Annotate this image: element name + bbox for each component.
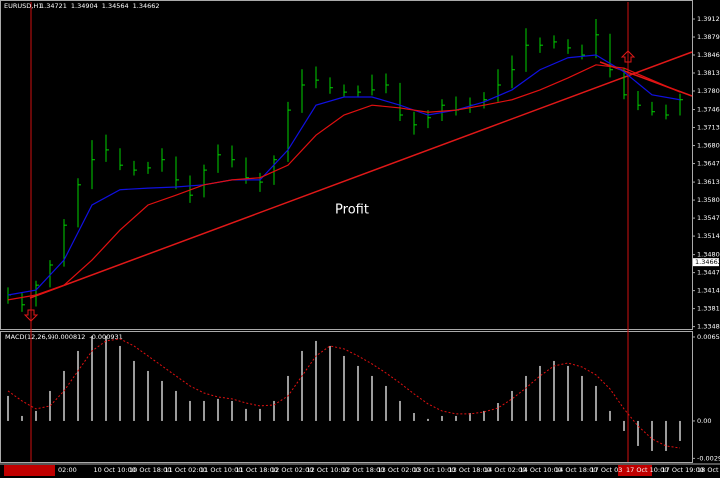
time-label: 11 Oct 02:00 — [165, 466, 207, 474]
time-label: 17 Oct 10:00 — [626, 466, 668, 474]
price-panel-frame — [0, 0, 693, 330]
y-tick-label: 1.37800 — [697, 87, 720, 95]
time-label: 17 Oct 19:00 — [662, 466, 704, 474]
time-marker — [4, 465, 55, 476]
y-tick-label: 1.34800 — [697, 251, 720, 259]
time-label: 11 Oct 10:00 — [200, 466, 242, 474]
time-label: 12 Oct 10:00 — [307, 466, 349, 474]
y-tick-label: -0.00292 — [697, 454, 720, 462]
time-label: 14 Oct 18:00 — [555, 466, 597, 474]
macd-panel-frame — [0, 331, 693, 463]
header-value: 1.34904 — [71, 2, 98, 10]
y-tick-label: 0.00655 — [697, 333, 720, 341]
y-tick-label: 1.38790 — [697, 33, 720, 41]
y-tick-label: 1.33480 — [697, 323, 720, 331]
y-tick-label: 0.00 — [697, 417, 711, 425]
time-label: 10 Oct 10:00 — [94, 466, 136, 474]
time-label: 10 Oct 18:00 — [129, 466, 171, 474]
sell-arrow — [620, 50, 636, 63]
y-tick-label: 1.34140 — [697, 287, 720, 295]
y-tick-label: 1.36470 — [697, 160, 720, 168]
moving-average — [7, 54, 681, 296]
y-tick-label: 1.38130 — [697, 69, 720, 77]
y-tick-label: 1.36800 — [697, 142, 720, 150]
macd-title: MACD(12,26,9) — [5, 333, 54, 341]
time-label: 18 Oct 03:00 — [697, 466, 720, 474]
y-tick-label: 1.38460 — [697, 51, 720, 59]
last-price-label: 1.34662 — [695, 258, 720, 266]
time-label: 14 Oct 10:00 — [520, 466, 562, 474]
time-label: 12 Oct 18:00 — [342, 466, 384, 474]
y-tick-label: 1.36130 — [697, 178, 720, 186]
price-title: EURUSD,H1 — [4, 2, 42, 10]
annotation: Profit — [335, 203, 369, 218]
y-tick-label: 1.35800 — [697, 196, 720, 204]
y-tick-label: 1.33810 — [697, 305, 720, 313]
y-tick-label: 1.35140 — [697, 232, 720, 240]
header-value: 1.34564 — [102, 2, 129, 10]
y-tick-label: 1.35470 — [697, 214, 720, 222]
header-value: 1.34662 — [133, 2, 160, 10]
time-marker — [618, 465, 652, 476]
moving-average — [7, 64, 681, 301]
header-value: -0.000812 — [52, 333, 85, 341]
time-label: 13 Oct 18:00 — [449, 466, 491, 474]
time-label: 02:00 — [58, 466, 77, 474]
y-tick-label: 1.37460 — [697, 106, 720, 114]
header-value: 1.34721 — [40, 2, 67, 10]
trend-line — [29, 51, 693, 299]
y-tick-label: 1.39120 — [697, 15, 720, 23]
time-label: 14 Oct 02:00 — [484, 466, 526, 474]
time-label: 13 Oct 10:00 — [413, 466, 455, 474]
signal-line — [7, 338, 681, 449]
time-label: 13 Oct 02:00 — [378, 466, 420, 474]
y-tick-label: 1.37130 — [697, 124, 720, 132]
time-label: 12 Oct 02:00 — [271, 466, 313, 474]
time-label: 17 Oct 03 — [591, 466, 623, 474]
buy-arrow — [23, 309, 39, 322]
y-tick-label: 1.34470 — [697, 269, 720, 277]
time-label: 11 Oct 18:00 — [236, 466, 278, 474]
last-price-box — [693, 258, 719, 267]
